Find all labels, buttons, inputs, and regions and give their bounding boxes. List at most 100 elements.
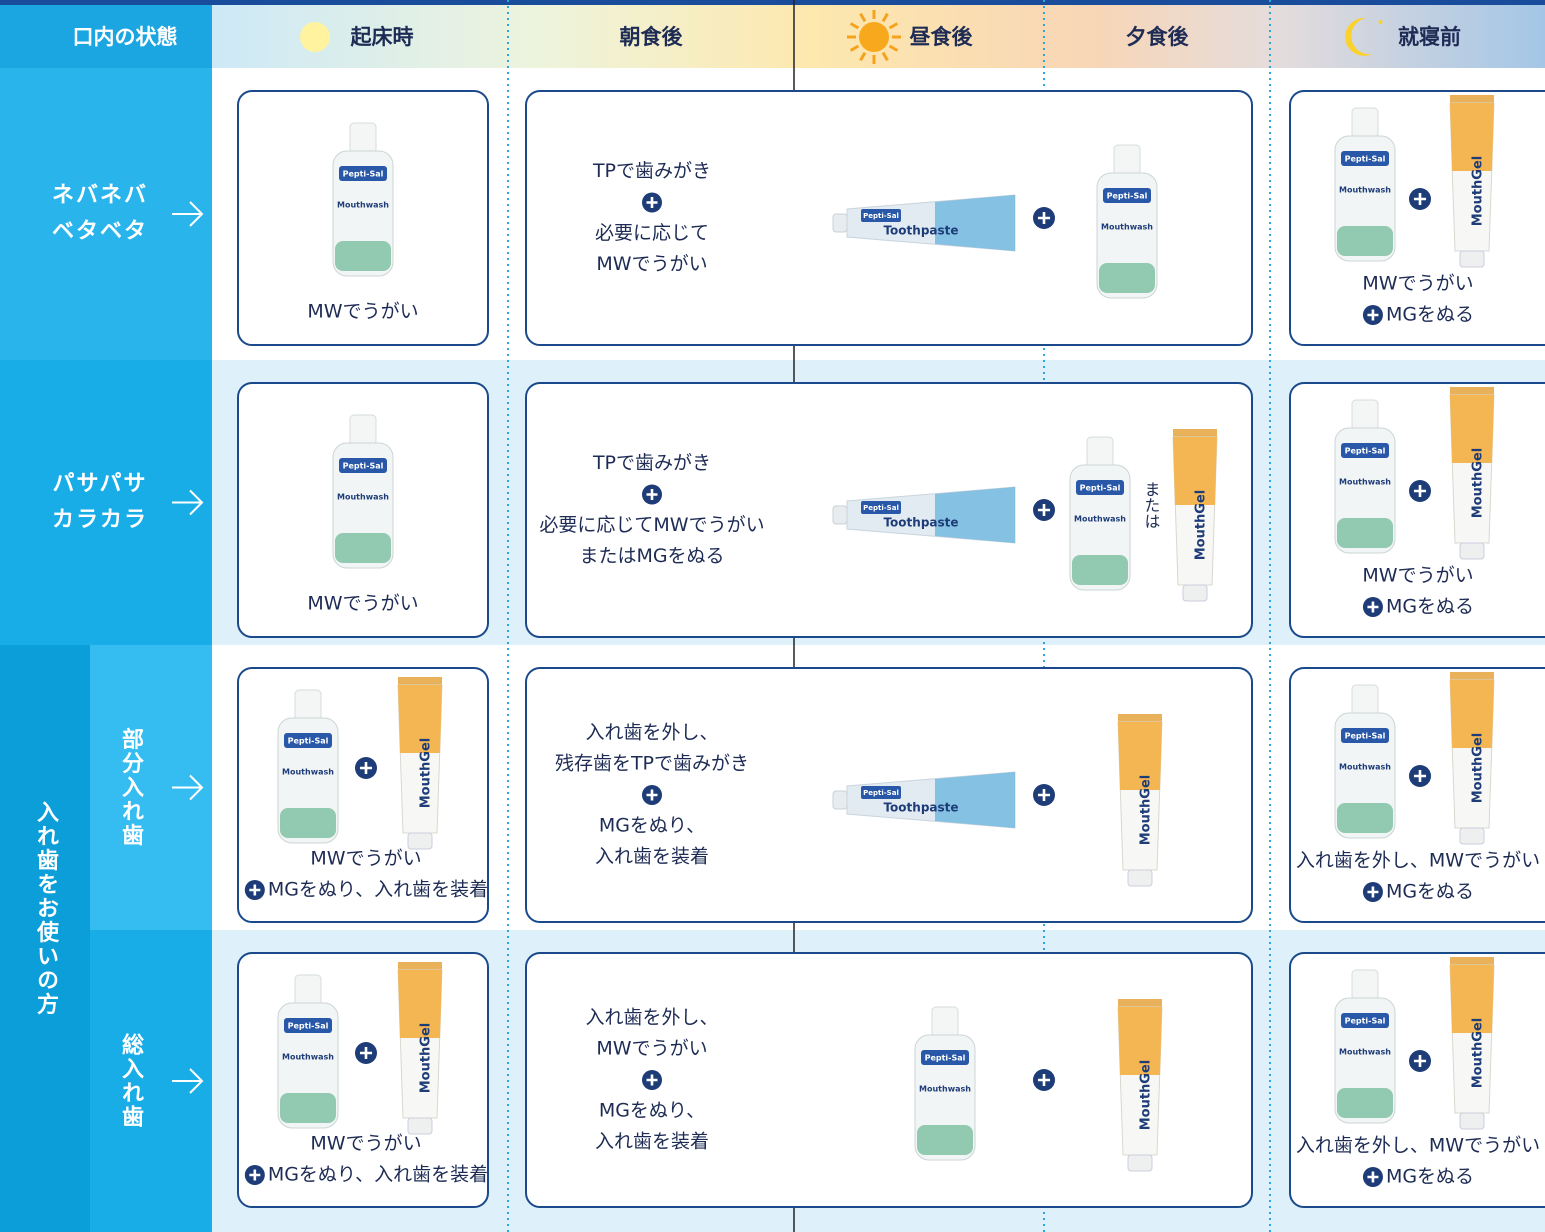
instruction-text: MGをぬる [1386, 596, 1474, 618]
header-corner [0, 0, 212, 68]
plus-icon [1362, 882, 1383, 902]
tube-brand [861, 501, 901, 514]
gel-cap [407, 832, 433, 850]
brand-label: Pepti-Sal [1345, 1017, 1386, 1026]
mouthwash-bottle: Pepti-Sal Mouthwash [1334, 969, 1396, 1124]
gel-top [1173, 437, 1217, 505]
bottle-cap [294, 974, 322, 1006]
instruction-text: TPで歯みがき [592, 452, 711, 474]
mouthwash-bottle: Pepti-Sal Mouthwash [1334, 399, 1396, 554]
product-label: Mouthwash [1339, 186, 1391, 195]
bottle-band [280, 808, 336, 838]
bottle-band [280, 1093, 336, 1123]
star-icon [1346, 42, 1351, 46]
product-label: Mouthwash [337, 201, 389, 210]
brand-label: Pepti-Sal [1345, 732, 1386, 741]
instruction-text: MGをぬる [1386, 881, 1474, 903]
tube-pattern [935, 487, 1015, 543]
gel-top [398, 685, 442, 753]
plus-icon [642, 192, 662, 213]
row-arrow [172, 489, 204, 516]
product-label: MouthGel [419, 1023, 434, 1094]
gel-top [1450, 103, 1494, 171]
gel-cap [1127, 1154, 1153, 1172]
product-label: Mouthwash [1101, 223, 1153, 232]
header-label: 昼食後 [910, 25, 974, 49]
instruction-text: MWでうがい [310, 848, 421, 870]
sun-ray [881, 51, 889, 62]
moon-icon [1345, 17, 1373, 56]
plus-sign [359, 1046, 373, 1060]
gel-crimp [398, 962, 442, 970]
brand-label: Pepti-Sal [288, 737, 329, 746]
plus-sign [359, 761, 373, 775]
sun-icon [847, 10, 901, 64]
instruction-text: MGをぬり、入れ歯を装着 [268, 1164, 488, 1186]
instruction-text: 入れ歯を外し、MWでうがい [1296, 1135, 1540, 1157]
tube-pattern [935, 195, 1015, 251]
mouthgel-tube: MouthGel [1449, 672, 1495, 845]
sun-ray [888, 44, 899, 52]
gel-crimp [1450, 95, 1494, 103]
row-label: ネバネバ [52, 183, 148, 208]
tube-cap [832, 790, 848, 810]
bottle-band [335, 533, 391, 563]
bottle-band [1099, 263, 1155, 293]
mouthwash-bottle: Pepti-Sal Mouthwash [914, 1006, 976, 1161]
bottle-band [917, 1125, 973, 1155]
mouthwash-bottle: Pepti-Sal Mouthwash [332, 414, 394, 569]
bottle-band [1337, 1088, 1393, 1118]
plus-sign [1037, 788, 1051, 802]
instruction-text: 必要に応じてMWでうがい [539, 514, 764, 536]
mouthwash-bottle: Pepti-Sal Mouthwash [277, 974, 339, 1129]
gel-cap [1459, 542, 1485, 560]
sun-ray [849, 22, 860, 30]
bottle-band [1337, 226, 1393, 256]
product-label: Mouthwash [1339, 478, 1391, 487]
product-label: Toothpaste [883, 224, 958, 238]
star-icon [1378, 20, 1383, 24]
brand-label: Pepti-Sal [343, 170, 384, 179]
bottle-band [1337, 518, 1393, 548]
plus-icon [1033, 207, 1055, 229]
tube-brand [861, 209, 901, 222]
bottle-brand [921, 1050, 969, 1065]
gel-top [1450, 965, 1494, 1033]
bottle-band [1337, 803, 1393, 833]
plus-sign [1037, 503, 1051, 517]
plus-sign [646, 197, 658, 208]
product-label: Mouthwash [337, 493, 389, 502]
instruction-text: MWでうがい [310, 1133, 421, 1155]
instruction-text: 入れ歯を外し、 [585, 722, 718, 744]
row-label: 総入れ歯 [118, 1032, 144, 1129]
gel-crimp [1450, 957, 1494, 965]
mouthgel-tube: MouthGel [1449, 957, 1495, 1130]
instruction-text: MGをぬる [1386, 1166, 1474, 1188]
plus-sign [1037, 1073, 1051, 1087]
row-arrow [172, 201, 204, 227]
plus-icon [1362, 1167, 1383, 1187]
instruction-text: 入れ歯を外し、MWでうがい [1296, 850, 1540, 872]
row-label: カラカラ [52, 508, 148, 533]
tube-cap [832, 505, 848, 525]
plus-sign [646, 1074, 658, 1086]
product-label: MouthGel [1471, 733, 1486, 804]
mouthgel-tube: MouthGel [397, 677, 443, 850]
row-label: ベタベタ [52, 219, 148, 244]
group-label-cell [0, 645, 90, 1232]
plus-icon [355, 757, 377, 779]
bottle-cap [1351, 107, 1379, 139]
instruction-text: MWでうがい [596, 1038, 707, 1060]
bottle-brand [1076, 480, 1124, 495]
plus-icon [1362, 597, 1383, 617]
bottle-brand [339, 166, 387, 181]
plus-sign [249, 1169, 261, 1181]
gel-top [1118, 722, 1162, 790]
instruction-text: MWでうがい [596, 253, 707, 275]
gel-top [1118, 1007, 1162, 1075]
bottle-brand [284, 1018, 332, 1033]
product-label: Toothpaste [883, 516, 958, 530]
gel-crimp [1450, 387, 1494, 395]
plus-icon [1409, 765, 1431, 787]
